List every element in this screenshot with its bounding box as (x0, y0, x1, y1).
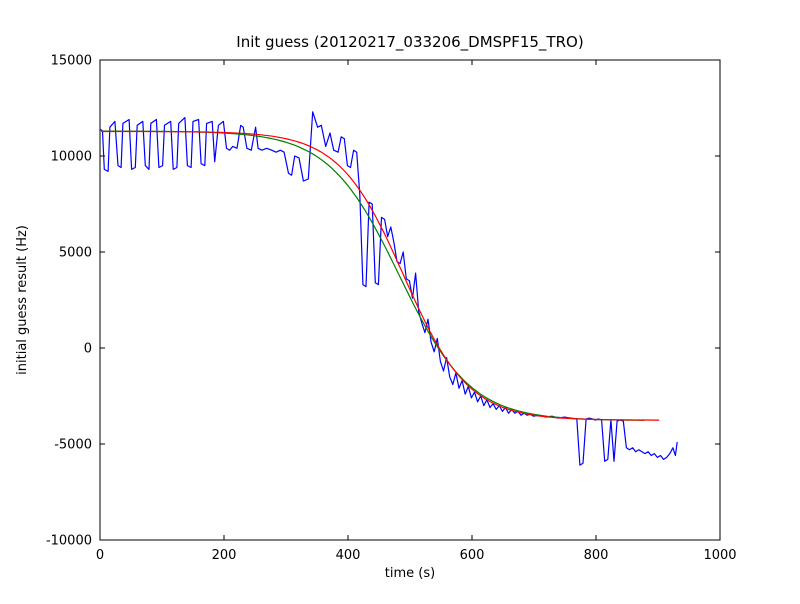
x-tick-label: 400 (336, 548, 361, 563)
x-axis-label: time (s) (385, 566, 435, 581)
chart-title: Init guess (20120217_033206_DMSPF15_TRO) (236, 33, 583, 52)
y-tick-label: 5000 (59, 246, 92, 261)
x-tick-label: 800 (584, 548, 609, 563)
y-tick-label: 15000 (51, 54, 92, 69)
x-tick-label: 1000 (703, 548, 736, 563)
y-tick-label: 0 (84, 342, 92, 357)
x-tick-label: 600 (460, 548, 485, 563)
x-tick-label: 200 (212, 548, 237, 563)
y-tick-label: -5000 (54, 438, 92, 453)
series-fit-red (101, 130, 660, 421)
x-tick-label: 0 (96, 548, 104, 563)
axes-frame (99, 59, 721, 541)
y-tick-label: -10000 (46, 534, 92, 549)
y-tick-label: 10000 (51, 150, 92, 165)
y-axis-label: initial guess result (Hz) (15, 225, 30, 375)
